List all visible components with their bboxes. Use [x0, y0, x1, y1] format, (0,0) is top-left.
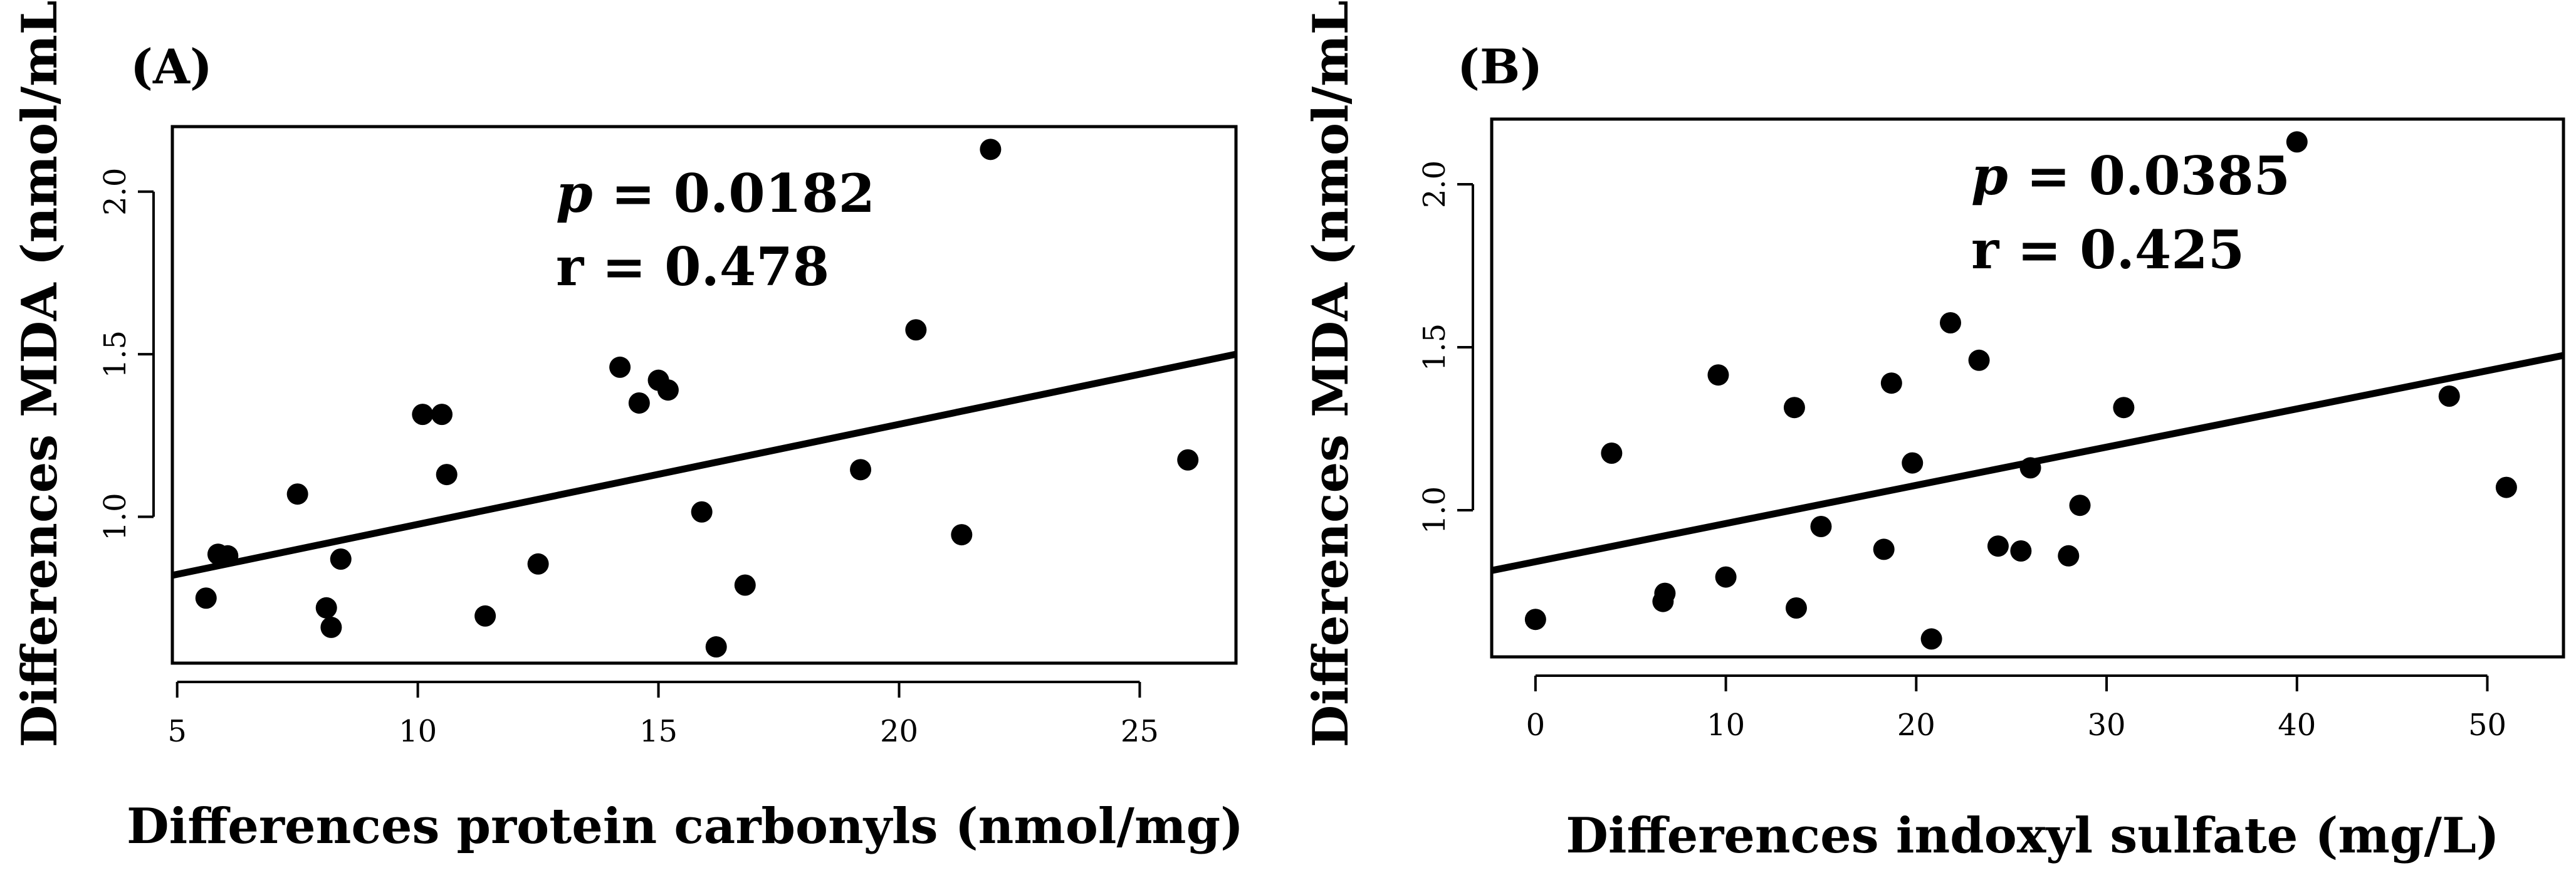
panel-a-axes: 5 10 15 20 25 1.0 1.5 2.0 [98, 125, 1238, 749]
pb-data-point [1873, 538, 1895, 560]
panel-a-x-axis-title: Differences protein carbonyls (nmol/mg) [127, 798, 1243, 855]
pa-data-point [850, 459, 872, 481]
pa-y-tick-label: 1.0 [98, 493, 133, 540]
pb-data-point [2495, 476, 2517, 498]
panel-a-y-axis-title: Differences MDA (nmol/mL) [11, 0, 68, 747]
pa-data-point [705, 636, 727, 658]
pb-x-tick-label: 40 [2278, 708, 2316, 743]
pb-data-point [1707, 364, 1729, 386]
pa-data-point [286, 483, 308, 505]
pa-data-point [320, 616, 342, 638]
pb-data-point [1810, 516, 1832, 537]
panel-a-p-text: = 0.0182 [593, 162, 875, 224]
panel-b-p-symbol: p [1971, 145, 2008, 207]
pa-data-point [905, 319, 927, 341]
panel-b-axes: 0 10 20 30 40 50 1.0 1.5 2.0 [1417, 117, 2565, 743]
pa-x-tick-label: 10 [399, 714, 437, 749]
pa-data-point [412, 404, 434, 426]
pb-data-point [2010, 540, 2032, 562]
pb-data-point [2438, 385, 2460, 407]
pa-y-tick-label: 2.0 [98, 168, 133, 216]
panel-a-p-symbol: p [556, 162, 593, 224]
pa-x-tick-label: 20 [880, 714, 918, 749]
pa-data-point [315, 597, 337, 619]
pb-y-tick-label: 2.0 [1417, 160, 1452, 208]
pa-data-point [657, 379, 679, 401]
pa-data-point [734, 574, 756, 596]
pb-x-tick-label: 30 [2088, 708, 2126, 743]
pb-plot-frame [1490, 117, 2565, 659]
pa-data-point [527, 553, 549, 575]
pa-data-point [628, 392, 650, 414]
pb-x-tick-label: 20 [1897, 708, 1935, 743]
panel-b-p-text: = 0.0385 [2008, 145, 2290, 207]
panel-b-points [1524, 131, 2517, 650]
panel-a-regression-line [171, 350, 1237, 579]
pa-x-tick-label: 25 [1121, 714, 1159, 749]
pa-data-point [474, 605, 496, 627]
pb-data-point [1715, 566, 1737, 588]
pb-data-point [1968, 349, 1990, 371]
pa-data-point [436, 464, 458, 486]
panel-b: (B) 0 10 20 30 40 50 1.0 1.5 2.0 p = 0.0385 r = … [1302, 0, 2565, 864]
pb-data-point [2019, 457, 2041, 479]
pb-data-point [1654, 582, 1676, 604]
pb-data-point [2069, 495, 2091, 516]
pa-x-tick-label: 5 [167, 714, 187, 749]
pb-data-point [1783, 397, 1805, 419]
pb-data-point [1601, 443, 1623, 464]
pa-y-tick-label: 1.5 [98, 330, 133, 378]
pa-data-point [330, 548, 352, 570]
panel-b-label: (B) [1457, 39, 1542, 95]
pb-data-point [1880, 372, 1902, 394]
panel-b-x-axis-title: Differences indoxyl sulfate (mg/L) [1566, 807, 2499, 864]
panel-a-p-value: p = 0.0182 [556, 162, 875, 224]
pb-y-tick-label: 1.0 [1417, 486, 1452, 534]
pa-data-point [1177, 449, 1199, 471]
pb-data-point [1920, 628, 1942, 650]
panel-a-r-value: r = 0.478 [556, 236, 829, 298]
pa-data-point [691, 501, 713, 523]
panel-a: (A) 5 10 15 20 25 1.0 1.5 2.0 p = 0.0182 r = 0.… [11, 0, 1243, 855]
pb-data-point [2113, 397, 2135, 419]
pb-x-tick-label: 50 [2468, 708, 2506, 743]
pb-x-tick-label: 10 [1707, 708, 1745, 743]
pb-data-point [2286, 131, 2308, 153]
pb-data-point [1939, 312, 1961, 333]
panel-b-p-value: p = 0.0385 [1971, 145, 2290, 207]
pa-data-point [431, 404, 453, 426]
pb-data-point [1785, 597, 1807, 619]
pb-x-tick-label: 0 [1526, 708, 1546, 743]
pb-data-point [1524, 609, 1546, 631]
panel-a-points [195, 139, 1199, 658]
pa-data-point [951, 524, 973, 546]
pb-data-point [1987, 535, 2009, 557]
pb-y-tick-label: 1.5 [1417, 323, 1452, 371]
panel-b-y-axis-title: Differences MDA (nmol/mL) [1302, 0, 1359, 747]
pb-data-point [1902, 452, 1924, 474]
pa-data-point [609, 356, 631, 378]
pb-data-point [2058, 545, 2080, 567]
panel-b-r-value: r = 0.425 [1971, 219, 2244, 281]
pa-data-point [980, 139, 1002, 160]
pa-data-point [217, 545, 239, 567]
pa-x-tick-label: 15 [639, 714, 678, 749]
panel-a-label: (A) [130, 39, 212, 95]
pa-plot-frame [170, 125, 1238, 665]
pa-data-point [195, 587, 217, 609]
